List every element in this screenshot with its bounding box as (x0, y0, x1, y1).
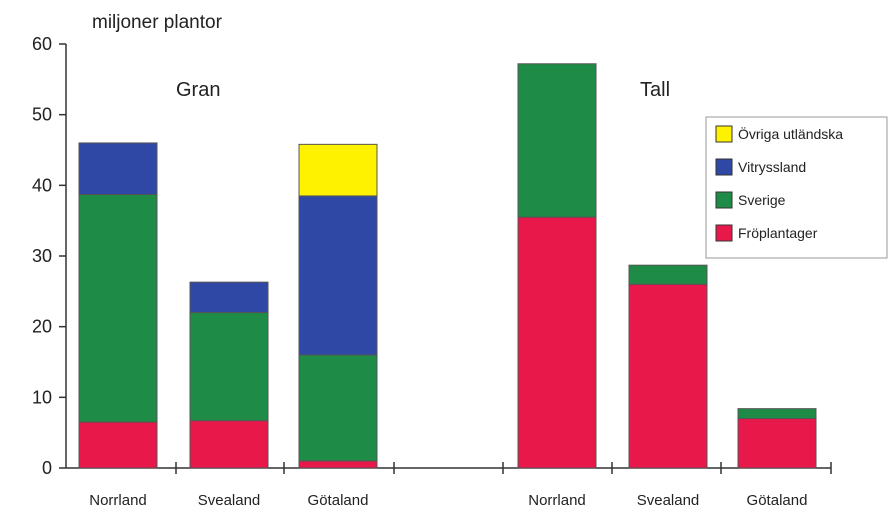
y-tick-label: 10 (32, 387, 52, 407)
bar-segment-1-3 (78, 142, 158, 196)
bar-segment-2-1 (189, 420, 269, 469)
y-ticks: 0 10 20 30 40 50 60 (32, 34, 66, 478)
bar-segment-5-2 (628, 264, 708, 285)
category-label: Götaland (308, 492, 369, 509)
legend-swatch (715, 224, 733, 242)
legend-label: Vitryssland (738, 159, 806, 175)
y-tick-label: 0 (42, 458, 52, 478)
bar-segment-5-1 (628, 283, 708, 469)
legend-label: Övriga utländska (738, 125, 843, 142)
category-label: Götaland (747, 492, 808, 509)
category-labels: Norrland Svealand Götaland Norrland Svealand… (89, 492, 807, 509)
category-label: Norrland (89, 492, 147, 509)
bar-segment-6-2 (737, 408, 817, 420)
y-tick-label: 40 (32, 175, 52, 195)
bar-segment-3-3 (298, 195, 378, 356)
bar-segment-2-2 (189, 312, 269, 422)
category-label: Norrland (528, 492, 586, 509)
legend-swatch (715, 158, 733, 176)
bar-segment-1-2 (78, 194, 158, 423)
bar-segment-3-1 (298, 460, 378, 469)
legend-label: Sverige (738, 192, 786, 208)
y-tick-label: 30 (32, 246, 52, 266)
bar-segment-1-1 (78, 421, 158, 469)
bar-segment-2-3 (189, 281, 269, 314)
bars (78, 63, 817, 469)
bar-segment-4-1 (517, 216, 597, 469)
category-label: Svealand (637, 492, 700, 509)
group-label-tall: Tall (640, 79, 670, 101)
category-label: Svealand (198, 492, 261, 509)
legend-swatch (715, 191, 733, 209)
legend-label: Fröplantager (738, 225, 818, 241)
x-ticks (175, 462, 832, 474)
legend-swatch (715, 125, 733, 143)
legend-box (705, 116, 888, 259)
group-label-gran: Gran (176, 79, 220, 101)
bar-segment-6-1 (737, 418, 817, 469)
bar-segment-3-2 (298, 354, 378, 462)
legend: Övriga utländska Vitryssland Sverige Fröpla… (705, 116, 888, 259)
bar-segment-3-4 (298, 143, 378, 197)
y-tick-label: 50 (32, 105, 52, 125)
y-tick-label: 20 (32, 317, 52, 337)
bar-segment-4-2 (517, 63, 597, 218)
y-tick-label: 60 (32, 34, 52, 54)
y-axis-label: miljoner plantor (92, 12, 223, 33)
